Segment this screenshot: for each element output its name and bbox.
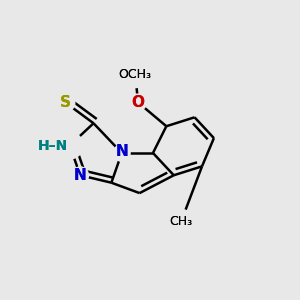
Circle shape [113,145,130,161]
Text: OCH₃: OCH₃ [118,68,152,81]
Text: CH₃: CH₃ [169,215,193,228]
Circle shape [169,209,193,233]
Text: H–N: H–N [38,139,68,152]
Text: S: S [60,95,71,110]
Text: H–N: H–N [38,139,68,152]
Circle shape [130,94,146,111]
Text: N: N [116,144,128,159]
Text: O: O [132,95,145,110]
Text: O: O [132,95,145,110]
Text: CH₃: CH₃ [169,215,193,228]
Text: N: N [116,144,128,159]
Text: N: N [74,168,86,183]
Circle shape [72,167,88,184]
Text: OCH₃: OCH₃ [118,68,152,81]
Circle shape [56,132,83,159]
Text: S: S [60,95,71,110]
Text: N: N [74,168,86,183]
Circle shape [122,61,148,88]
Circle shape [56,93,75,112]
